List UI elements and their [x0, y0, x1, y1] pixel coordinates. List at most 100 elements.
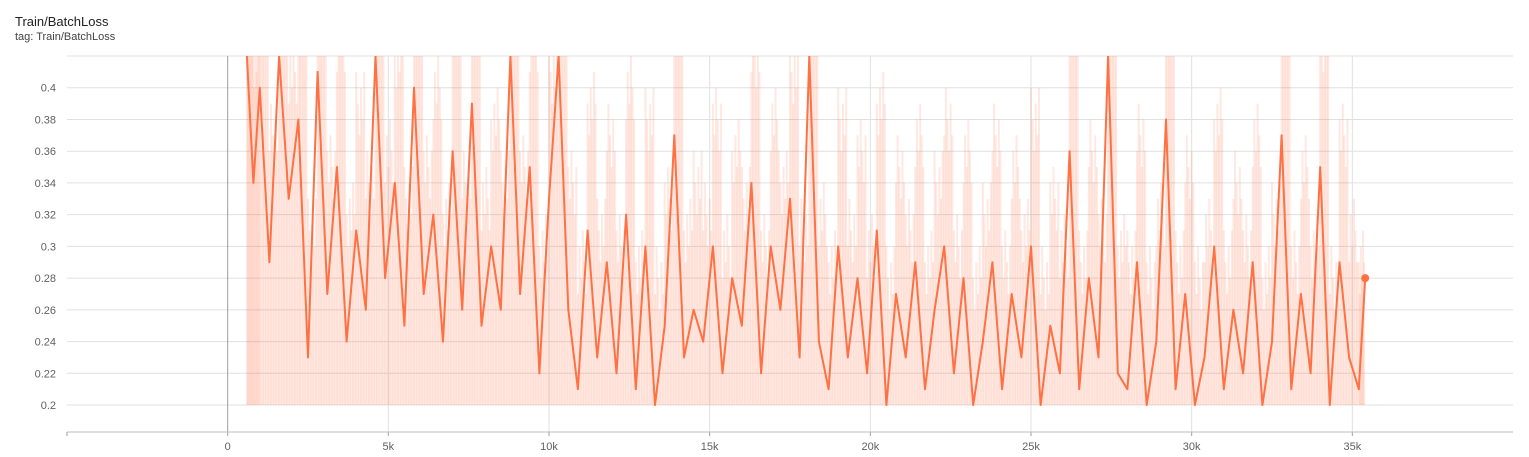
data-point [287, 197, 290, 200]
data-point [625, 213, 627, 216]
data-point [259, 86, 261, 89]
data-point [779, 309, 782, 311]
data-point [336, 166, 338, 168]
data-point [307, 356, 309, 359]
data-point [827, 388, 830, 390]
data-point [982, 340, 984, 343]
data-point [741, 324, 743, 327]
data-point [413, 86, 415, 89]
data-point [519, 293, 521, 295]
data-point [1242, 372, 1244, 375]
data-point [1232, 309, 1235, 311]
data-point [673, 134, 676, 137]
x-tick-label: 30k [1183, 441, 1201, 453]
data-point [1271, 340, 1273, 343]
last-point-marker [1361, 274, 1370, 283]
data-point [1261, 404, 1264, 406]
data-point [577, 388, 579, 390]
tick-labels: 0.2 0.22 0.24 0.26 0.28 0.3 0.32 0.34 0.36 0.38 0.… [35, 83, 1362, 453]
data-point [442, 340, 444, 343]
data-point [798, 356, 801, 359]
x-tick-label: 35k [1343, 441, 1361, 453]
data-point [634, 388, 637, 390]
y-tick-label: 0.28 [35, 273, 56, 285]
x-tick-label: 20k [861, 441, 879, 453]
data-point [789, 197, 791, 200]
data-point [1020, 356, 1023, 359]
data-point [924, 388, 926, 390]
data-point [246, 56, 248, 57]
data-point [365, 309, 367, 311]
data-point [875, 229, 878, 232]
data-point [480, 324, 483, 327]
smoothed-series [245, 56, 1370, 406]
data-point [712, 245, 714, 248]
data-point [1059, 372, 1061, 375]
y-tick-label: 0.26 [35, 305, 56, 317]
data-point [1309, 372, 1312, 375]
data-point [278, 56, 280, 57]
data-point [760, 372, 762, 375]
data-point [1107, 56, 1109, 57]
data-point [731, 277, 733, 279]
chart-title: Train/BatchLoss [15, 14, 109, 29]
data-point [490, 245, 492, 248]
data-point [750, 182, 753, 184]
data-point [1030, 245, 1032, 248]
data-point [422, 293, 425, 295]
data-point [297, 118, 300, 121]
data-point [1174, 388, 1177, 390]
data-point [1290, 388, 1293, 390]
axes [66, 431, 1513, 436]
data-point [471, 102, 473, 105]
data-point [393, 182, 396, 184]
data-point [528, 166, 531, 168]
data-point [567, 309, 570, 311]
data-point [943, 245, 946, 248]
data-point [991, 261, 994, 264]
y-tick-label: 0.38 [35, 114, 56, 126]
data-point [461, 309, 464, 311]
card-header: Train/BatchLoss tag: Train/BatchLoss [15, 14, 115, 44]
data-point [866, 372, 868, 375]
y-tick-label: 0.22 [35, 368, 56, 380]
data-point [953, 372, 955, 375]
data-point [1223, 388, 1225, 390]
data-point [451, 150, 454, 152]
data-point [933, 309, 936, 311]
data-point [644, 245, 647, 248]
data-point [1300, 293, 1302, 295]
data-point [1194, 404, 1196, 406]
data-point [1319, 166, 1321, 168]
x-tick-label: 25k [1022, 441, 1040, 453]
data-point [1116, 372, 1119, 375]
data-point [683, 356, 685, 359]
data-point [692, 309, 695, 311]
data-point [586, 229, 589, 232]
data-point [548, 197, 550, 200]
data-point [557, 56, 560, 57]
data-point [316, 71, 319, 73]
y-tick-label: 0.3 [41, 241, 56, 253]
data-point [1155, 340, 1158, 343]
data-point [962, 277, 965, 279]
y-tick-label: 0.36 [35, 146, 56, 158]
data-point [702, 340, 705, 343]
data-point [1145, 404, 1148, 406]
data-point [1136, 261, 1138, 264]
y-tick-label: 0.2 [41, 400, 56, 412]
x-tick-label: 15k [701, 441, 719, 453]
data-point [1329, 404, 1331, 406]
data-point [500, 309, 502, 311]
data-point [972, 404, 974, 406]
data-point [1357, 388, 1360, 390]
data-point [1251, 261, 1254, 264]
data-point [721, 372, 724, 375]
data-point [355, 229, 358, 232]
data-point [1001, 388, 1003, 390]
data-point [345, 340, 348, 343]
data-point [895, 293, 897, 295]
data-point [818, 340, 820, 343]
data-point [1213, 245, 1215, 248]
